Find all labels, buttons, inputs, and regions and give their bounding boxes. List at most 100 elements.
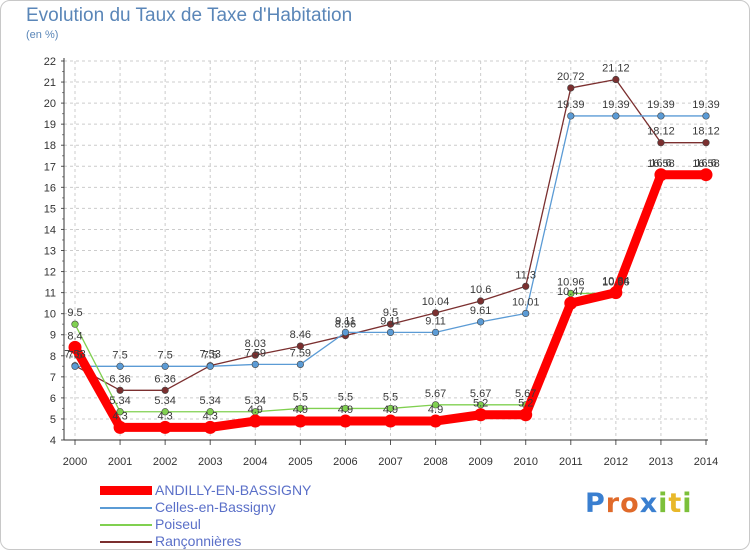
data-label: 7.5 — [203, 349, 218, 361]
legend-item: Poiseul — [100, 516, 380, 533]
data-label: 8.03 — [245, 338, 266, 350]
data-point — [609, 286, 623, 300]
y-tick-label: 8 — [50, 351, 56, 363]
data-label: 16.58 — [647, 158, 675, 170]
y-tick-label: 7 — [50, 372, 56, 384]
data-label: 5.5 — [338, 391, 353, 403]
data-label: 11.3 — [515, 269, 536, 281]
legend-item: ANDILLY-EN-BASSIGNY — [100, 482, 380, 499]
data-point — [431, 328, 440, 337]
y-tick-label: 6 — [50, 393, 56, 405]
data-point — [522, 309, 530, 318]
data-label: 18.12 — [647, 126, 675, 138]
data-label: 19.39 — [692, 99, 720, 111]
logo-letter: x — [639, 488, 659, 519]
data-label: 10.04 — [422, 296, 450, 308]
data-label: 4.3 — [112, 410, 127, 422]
data-point — [293, 414, 307, 428]
data-label: 8.46 — [290, 329, 311, 341]
data-label: 21.12 — [602, 63, 630, 75]
legend-swatch — [100, 524, 152, 526]
data-label: 4.3 — [203, 410, 218, 422]
data-point — [386, 328, 395, 337]
x-tick-label: 2009 — [468, 456, 492, 468]
data-point — [116, 362, 124, 370]
data-label: 5.34 — [245, 395, 266, 407]
data-point — [474, 408, 488, 422]
data-point — [158, 420, 172, 434]
data-point — [702, 139, 710, 147]
data-point — [203, 420, 217, 434]
data-label: 19.39 — [602, 99, 630, 111]
data-point — [386, 320, 395, 328]
x-tick-label: 2004 — [243, 456, 267, 468]
data-point — [657, 112, 665, 120]
x-tick-label: 2005 — [288, 456, 312, 468]
y-tick-label: 5 — [50, 414, 56, 426]
x-tick-label: 2001 — [108, 456, 132, 468]
data-label: 10.6 — [470, 284, 491, 296]
y-tick-label: 19 — [44, 119, 56, 131]
data-point — [71, 362, 79, 370]
y-tick-label: 11 — [45, 288, 56, 300]
data-label: 9.11 — [335, 315, 356, 327]
legend-item: Rançonnières — [100, 533, 380, 550]
data-label: 19.39 — [647, 99, 675, 111]
logo-letter: r — [605, 488, 621, 519]
data-label: 8.96 — [335, 319, 356, 331]
y-tick-label: 20 — [44, 98, 56, 110]
data-label: 9.5 — [67, 307, 82, 319]
data-point — [564, 296, 578, 310]
data-point — [161, 386, 169, 394]
data-label: 7.59 — [245, 347, 266, 359]
y-tick-label: 17 — [44, 161, 56, 173]
legend-label: ANDILLY-EN-BASSIGNY — [155, 482, 312, 498]
data-point — [206, 408, 214, 416]
data-label: 10.47 — [557, 286, 585, 298]
y-tick-label: 12 — [44, 267, 56, 279]
y-tick-label: 14 — [44, 224, 56, 236]
data-label: 4.3 — [157, 410, 172, 422]
data-point — [429, 414, 443, 428]
y-tick-label: 4 — [50, 435, 56, 447]
x-tick-label: 2002 — [153, 456, 177, 468]
data-label: 5.5 — [293, 391, 308, 403]
data-point — [248, 414, 262, 428]
x-tick-label: 2000 — [63, 456, 87, 468]
data-point — [477, 401, 485, 409]
series-0 — [68, 168, 713, 434]
x-tick-label: 2003 — [198, 456, 222, 468]
data-label: 10.84 — [602, 276, 630, 288]
data-point — [612, 75, 620, 84]
data-label: 7.5 — [67, 349, 82, 361]
data-label: 10.96 — [557, 276, 585, 288]
data-label: 5.67 — [425, 388, 446, 400]
data-label: 16.6 — [695, 158, 716, 170]
y-tick-label: 10 — [44, 309, 56, 321]
chart-title: Evolution du Taux de Taxe d'Habitation — [26, 5, 353, 26]
data-point — [338, 414, 352, 428]
x-tick-label: 2008 — [423, 456, 447, 468]
data-point — [116, 386, 124, 394]
data-point — [251, 360, 259, 369]
logo-letter: i — [682, 488, 693, 519]
data-point — [654, 168, 668, 182]
data-label: 7.53 — [200, 349, 221, 361]
data-label: 4.9 — [428, 404, 443, 416]
logo-letter: P — [585, 488, 606, 519]
y-tick-label: 15 — [44, 203, 56, 215]
y-tick-label: 16 — [44, 182, 56, 194]
x-tick-label: 2010 — [513, 456, 537, 468]
chart-subtitle: (en %) — [26, 29, 59, 41]
data-label: 5.2 — [473, 398, 488, 410]
x-tick-label: 2014 — [694, 456, 718, 468]
data-point — [296, 404, 304, 413]
series-lines — [68, 75, 713, 434]
y-tick-label: 13 — [44, 246, 56, 258]
data-label: 9.11 — [425, 315, 446, 327]
y-tick-label: 22 — [44, 56, 56, 68]
data-label: 5.67 — [470, 388, 491, 400]
data-point — [699, 168, 713, 182]
data-label: 5.5 — [383, 391, 398, 403]
data-point — [71, 320, 79, 328]
